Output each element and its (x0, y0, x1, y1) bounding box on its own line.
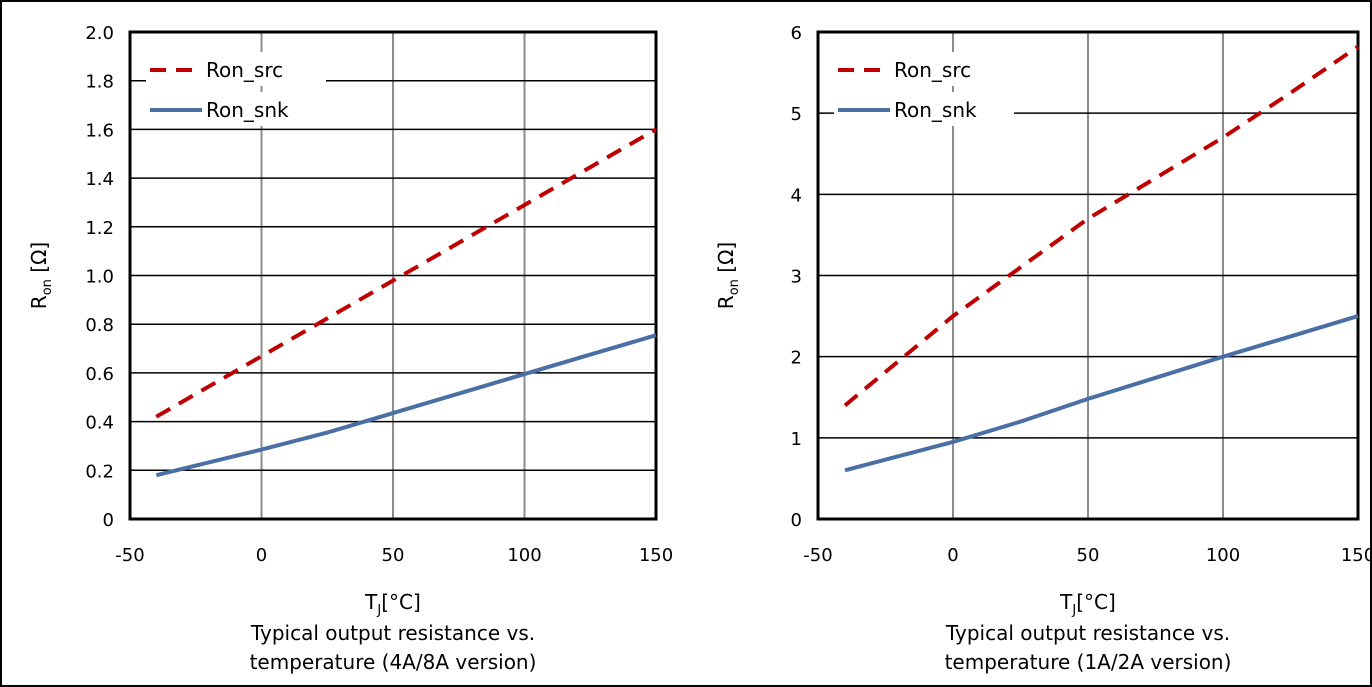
y-tick-label: 5 (791, 104, 802, 125)
y-tick-label: 1.6 (85, 120, 114, 141)
legend-label: Ron_src (894, 58, 971, 82)
legend-label: Ron_snk (894, 98, 977, 122)
y-tick-label: 1.2 (85, 218, 114, 239)
y-axis-label-unit: [Ω] (27, 242, 51, 279)
y-axis-label-unit: [Ω] (714, 242, 738, 279)
x-tick-label: 50 (382, 545, 405, 566)
y-tick-label: 0.2 (85, 461, 114, 482)
x-tick-label: -50 (115, 545, 144, 566)
y-tick-label: 2 (791, 348, 802, 369)
x-tick-label: 100 (1206, 545, 1240, 566)
y-axis-label: Ron [Ω] (27, 242, 55, 309)
legend-label: Ron_snk (206, 98, 289, 122)
x-axis-label: TJ[°C] (1059, 590, 1116, 618)
y-axis-label-main: R (27, 295, 51, 309)
x-axis-label-main: T (1059, 590, 1073, 614)
y-tick-label: 1 (791, 429, 802, 450)
y-axis-label-sub: on (40, 279, 55, 295)
y-tick-label: 0.6 (85, 364, 114, 385)
y-tick-label: 0.8 (85, 315, 114, 336)
y-tick-label: 1.8 (85, 72, 114, 93)
x-tick-label: 100 (507, 545, 541, 566)
legend-label: Ron_src (206, 58, 283, 82)
x-axis-label-unit: [°C] (381, 590, 421, 614)
caption-line: temperature (1A/2A version) (945, 650, 1232, 674)
x-axis-label-unit: [°C] (1076, 590, 1116, 614)
y-tick-label: 3 (791, 267, 802, 288)
y-tick-label: 0.4 (85, 413, 114, 434)
x-axis-label: TJ[°C] (364, 590, 421, 618)
y-tick-label: 1.0 (85, 267, 114, 288)
y-axis-label: Ron [Ω] (714, 242, 742, 309)
caption-line: Typical output resistance vs. (945, 621, 1230, 645)
y-tick-label: 0 (791, 510, 802, 531)
y-axis-label-sub: on (727, 279, 742, 295)
caption-line: temperature (4A/8A version) (250, 650, 537, 674)
y-tick-label: 2.0 (85, 23, 114, 44)
y-tick-label: 4 (791, 185, 802, 206)
y-axis-label-main: R (714, 295, 738, 309)
caption-line: Typical output resistance vs. (250, 621, 535, 645)
y-tick-label: 0 (103, 510, 114, 531)
y-tick-label: 1.4 (85, 169, 114, 190)
x-axis-label-main: T (364, 590, 378, 614)
x-tick-label: 0 (256, 545, 267, 566)
x-tick-label: 0 (947, 545, 958, 566)
x-tick-label: -50 (803, 545, 832, 566)
x-tick-label: 150 (639, 545, 673, 566)
y-tick-label: 6 (791, 23, 802, 44)
x-tick-label: 150 (1341, 545, 1372, 566)
x-tick-label: 50 (1077, 545, 1100, 566)
